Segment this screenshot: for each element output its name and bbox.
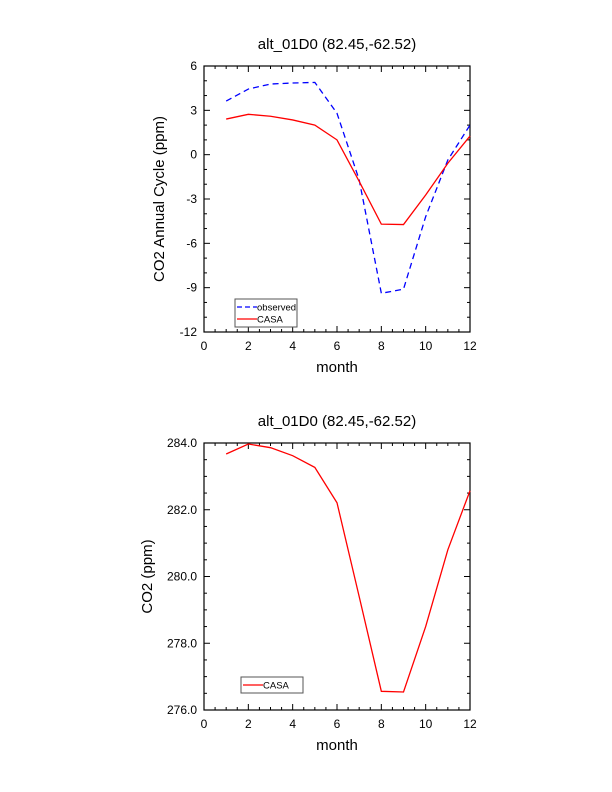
x-axis-label: month [316, 359, 358, 376]
chart-2: alt_01D0 (82.45,-62.52) 0 2 4 6 8 10 12 276.0 278… [139, 413, 477, 754]
legend-label: observed [257, 303, 296, 314]
y-tick-label: 282.0 [167, 503, 197, 517]
y-tick-label: 284.0 [167, 436, 197, 450]
chart-1: alt_01D0 (82.45,-62.52) 0 2 4 6 8 10 12 -12 -9 -6 -… [151, 36, 477, 376]
series-line-casa [225, 443, 471, 693]
x-tick-label: 2 [245, 339, 252, 353]
x-tick-label: 6 [334, 717, 341, 731]
y-tick-label: -3 [186, 192, 197, 206]
series-line-casa [226, 113, 471, 226]
plot-frame [203, 442, 471, 711]
x-tick-label: 12 [463, 717, 477, 731]
chart-title: alt_01D0 (82.45,-62.52) [258, 36, 416, 53]
x-tick-label: 8 [378, 339, 385, 353]
y-tick-label: -6 [186, 236, 197, 250]
y-axis-label: CO2 Annual Cycle (ppm) [151, 116, 168, 282]
chart-title: alt_01D0 (82.45,-62.52) [258, 413, 416, 430]
y-tick-label: -9 [186, 281, 197, 295]
series-line-observed [225, 81, 471, 295]
y-tick-label: 278.0 [167, 636, 197, 650]
y-tick-label: 276.0 [167, 703, 197, 717]
legend-box [234, 298, 298, 328]
plot-frame [203, 65, 471, 333]
x-axis-label: month [316, 737, 358, 754]
x-tick-label: 8 [378, 717, 385, 731]
y-tick-label: -12 [180, 325, 198, 339]
x-tick-label: 4 [289, 717, 296, 731]
legend-box [240, 676, 304, 694]
x-tick-label: 0 [201, 339, 208, 353]
x-tick-label: 0 [201, 717, 208, 731]
x-tick-label: 6 [334, 339, 341, 353]
y-tick-label: 280.0 [167, 570, 197, 584]
y-tick-label: 6 [190, 59, 197, 73]
y-tick-label: 3 [190, 103, 197, 117]
x-tick-label: 2 [245, 717, 252, 731]
x-tick-label: 10 [419, 717, 433, 731]
legend-label: CASA [257, 315, 284, 326]
x-tick-label: 12 [463, 339, 477, 353]
x-tick-label: 4 [289, 339, 296, 353]
legend-label: CASA [263, 681, 290, 692]
y-tick-label: 0 [190, 148, 197, 162]
x-tick-label: 10 [419, 339, 433, 353]
legend: CASA [240, 676, 304, 694]
y-axis-label: CO2 (ppm) [139, 539, 156, 613]
